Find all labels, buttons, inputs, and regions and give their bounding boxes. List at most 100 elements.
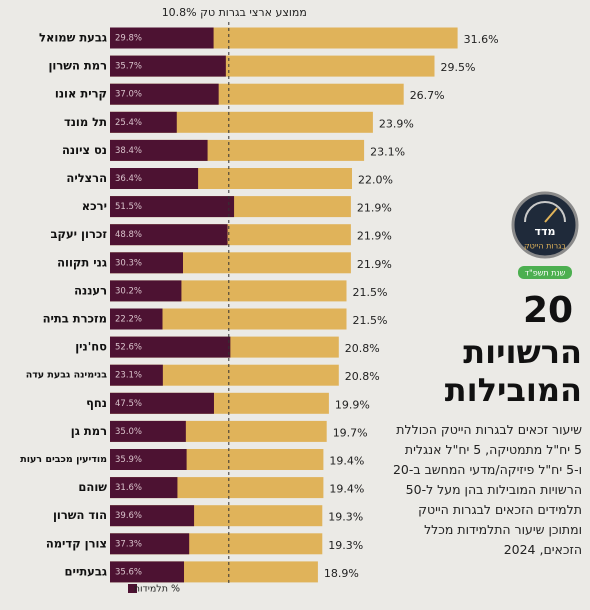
girls-bar — [110, 55, 226, 77]
category-label: ירכא — [82, 199, 107, 213]
girls-bar — [110, 196, 235, 218]
girls-bar — [110, 83, 219, 105]
category-label: תל מונד — [64, 115, 107, 129]
girls-label: 35.6% — [115, 567, 142, 577]
girls-label: 23.1% — [115, 371, 142, 381]
girls-label: 52.6% — [115, 343, 142, 353]
gauge-needle — [544, 207, 558, 223]
badge-title: מדד — [535, 225, 556, 238]
girls-bar — [110, 111, 177, 133]
description-line: ו-5 יח"ל פיזיקה/מדעי המחשב ב-20 — [392, 462, 582, 477]
heading-line2: המובילות — [445, 371, 582, 409]
value-label: 26.7% — [410, 89, 445, 102]
girls-bar — [110, 139, 208, 161]
value-label: 20.8% — [345, 342, 380, 355]
girls-bar — [110, 308, 163, 330]
legend-label: % תלמידות — [134, 584, 180, 595]
girls-label: 29.8% — [115, 34, 142, 44]
girls-label: 22.2% — [115, 315, 142, 325]
gauge — [524, 201, 566, 223]
girls-label: 30.3% — [115, 258, 142, 268]
girls-label: 35.9% — [115, 455, 142, 465]
girls-label: 25.4% — [115, 118, 142, 128]
category-label: גבעת שמואל — [39, 31, 107, 45]
category-label: נחף — [86, 396, 107, 410]
girls-bar — [110, 392, 214, 414]
value-label: 21.9% — [357, 202, 392, 215]
girls-bar — [110, 561, 185, 583]
bar — [110, 364, 339, 386]
girls-label: 38.4% — [115, 146, 142, 156]
value-label: 21.5% — [353, 286, 388, 299]
girls-label: 30.2% — [115, 286, 142, 296]
category-label: מזכרת בתיה — [43, 312, 107, 326]
description-line: הזכאים, 2024 — [503, 542, 582, 557]
description: שיעור זכאים לבגרות הייטק הכוללת 5 יח"ל מת… — [382, 420, 582, 560]
value-label: 21.9% — [357, 258, 392, 271]
girls-label: 35.0% — [115, 427, 142, 437]
girls-bar — [110, 533, 190, 555]
girls-bar — [110, 420, 186, 442]
category-label: גבעתיים — [65, 564, 107, 578]
value-label: 18.9% — [324, 567, 359, 580]
category-label: רעננה — [74, 283, 107, 297]
girls-bar — [110, 477, 178, 499]
heading-number: 20 — [523, 290, 573, 331]
value-label: 19.4% — [329, 483, 364, 496]
girls-label: 37.3% — [115, 539, 142, 549]
description-line: שיעור זכאים לבגרות הייטק הכוללת — [396, 422, 582, 437]
category-label: שוהם — [78, 480, 107, 494]
girls-label: 51.5% — [115, 202, 142, 212]
girls-bar — [110, 280, 182, 302]
girls-bar — [110, 252, 183, 274]
category-label: נס ציונה — [62, 143, 107, 157]
value-label: 31.6% — [464, 33, 499, 46]
heading-line1: הרשויות — [463, 333, 582, 371]
category-label: גני תקווה — [57, 255, 107, 269]
value-label: 19.7% — [333, 426, 368, 439]
badge-subtitle: בגרות הייטק — [524, 242, 566, 251]
value-label: 20.8% — [345, 370, 380, 383]
girls-bar — [110, 168, 199, 189]
category-label: מודיעין מכבים רעות — [20, 454, 107, 465]
girls-bar — [110, 364, 163, 386]
category-label: בנימינה גבעת עדה — [26, 370, 108, 381]
description-line: ומתוכן שיעור התלמידות מכלל — [424, 522, 582, 537]
category-label: זכרון יעקב — [51, 227, 108, 241]
girls-label: 37.0% — [115, 90, 142, 100]
girls-label: 48.8% — [115, 230, 142, 240]
girls-label: 39.6% — [115, 511, 142, 521]
girls-bar — [110, 505, 195, 527]
category-label: הרצליה — [66, 171, 107, 185]
girls-label: 47.5% — [115, 399, 142, 409]
tag-pill — [518, 266, 572, 279]
girls-label: 35.7% — [115, 62, 142, 72]
badge: מדד בגרות הייטק שנת תשפ"ד — [511, 191, 579, 279]
value-label: 19.3% — [328, 511, 363, 524]
girls-bar — [110, 224, 228, 246]
value-label: 22.0% — [358, 174, 393, 187]
value-label: 19.4% — [329, 455, 364, 468]
girls-bar — [110, 27, 214, 49]
category-label: רמת השרון — [48, 59, 107, 73]
category-label: קרית אונו — [55, 87, 107, 101]
value-label: 29.5% — [441, 61, 476, 74]
value-label: 19.9% — [335, 398, 370, 411]
girls-bar — [110, 336, 231, 358]
description-line: הרשויות המובילות בהן מעל ל-50 — [405, 482, 582, 497]
category-label: סח'נין — [75, 340, 107, 354]
tag-text: שנת תשפ"ד — [525, 269, 566, 278]
girls-label: 36.4% — [115, 174, 142, 184]
value-label: 23.1% — [370, 145, 405, 158]
description-line: תלמידים הזכאים לבגרות הייטק — [418, 502, 582, 517]
value-label: 21.5% — [353, 314, 388, 327]
legend-swatch — [128, 584, 137, 593]
value-label: 21.9% — [357, 230, 392, 243]
average-label: ממוצע ארצי בגרות טק 10.8% — [162, 6, 307, 19]
value-label: 19.3% — [328, 539, 363, 552]
category-label: רמת גן — [71, 424, 107, 438]
girls-label: 31.6% — [115, 483, 142, 493]
description-line: 5 יח"ל מתמטיקה, 5 יח"ל אנגלית — [404, 442, 582, 457]
